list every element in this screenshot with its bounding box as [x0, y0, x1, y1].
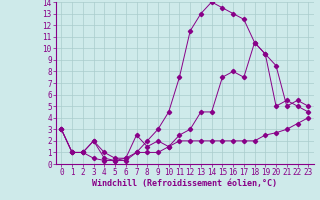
X-axis label: Windchill (Refroidissement éolien,°C): Windchill (Refroidissement éolien,°C): [92, 179, 277, 188]
